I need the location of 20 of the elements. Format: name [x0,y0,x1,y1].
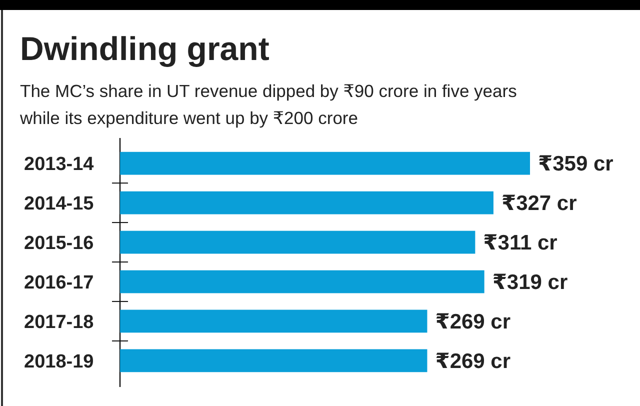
y-tick-label: 2014-15 [24,193,94,214]
chart-subtitle: The MC’s share in UT revenue dipped by ₹90 crore in five years while its expenditure went up by ₹200 crore [19,81,518,128]
bar [120,349,428,372]
y-tick-label: 2016-17 [24,272,94,294]
bar [120,310,428,333]
y-tick-label: 2013-14 [24,154,94,175]
y-tick-label: 2018-19 [24,351,94,372]
y-tick-label: 2015-16 [24,232,94,254]
bar [120,230,476,254]
data-label: ₹269 cr [435,350,511,374]
bar [120,152,530,175]
data-label: ₹311 cr [483,232,558,255]
data-label: ₹269 cr [435,310,511,334]
data-label: ₹319 cr [492,271,568,294]
chart-title: Dwindling grant [20,30,270,67]
y-tick-label: 2017-18 [24,312,94,333]
data-label: ₹327 cr [501,192,577,216]
bar [120,191,494,214]
bar [120,270,484,294]
data-label: ₹359 cr [538,152,614,176]
